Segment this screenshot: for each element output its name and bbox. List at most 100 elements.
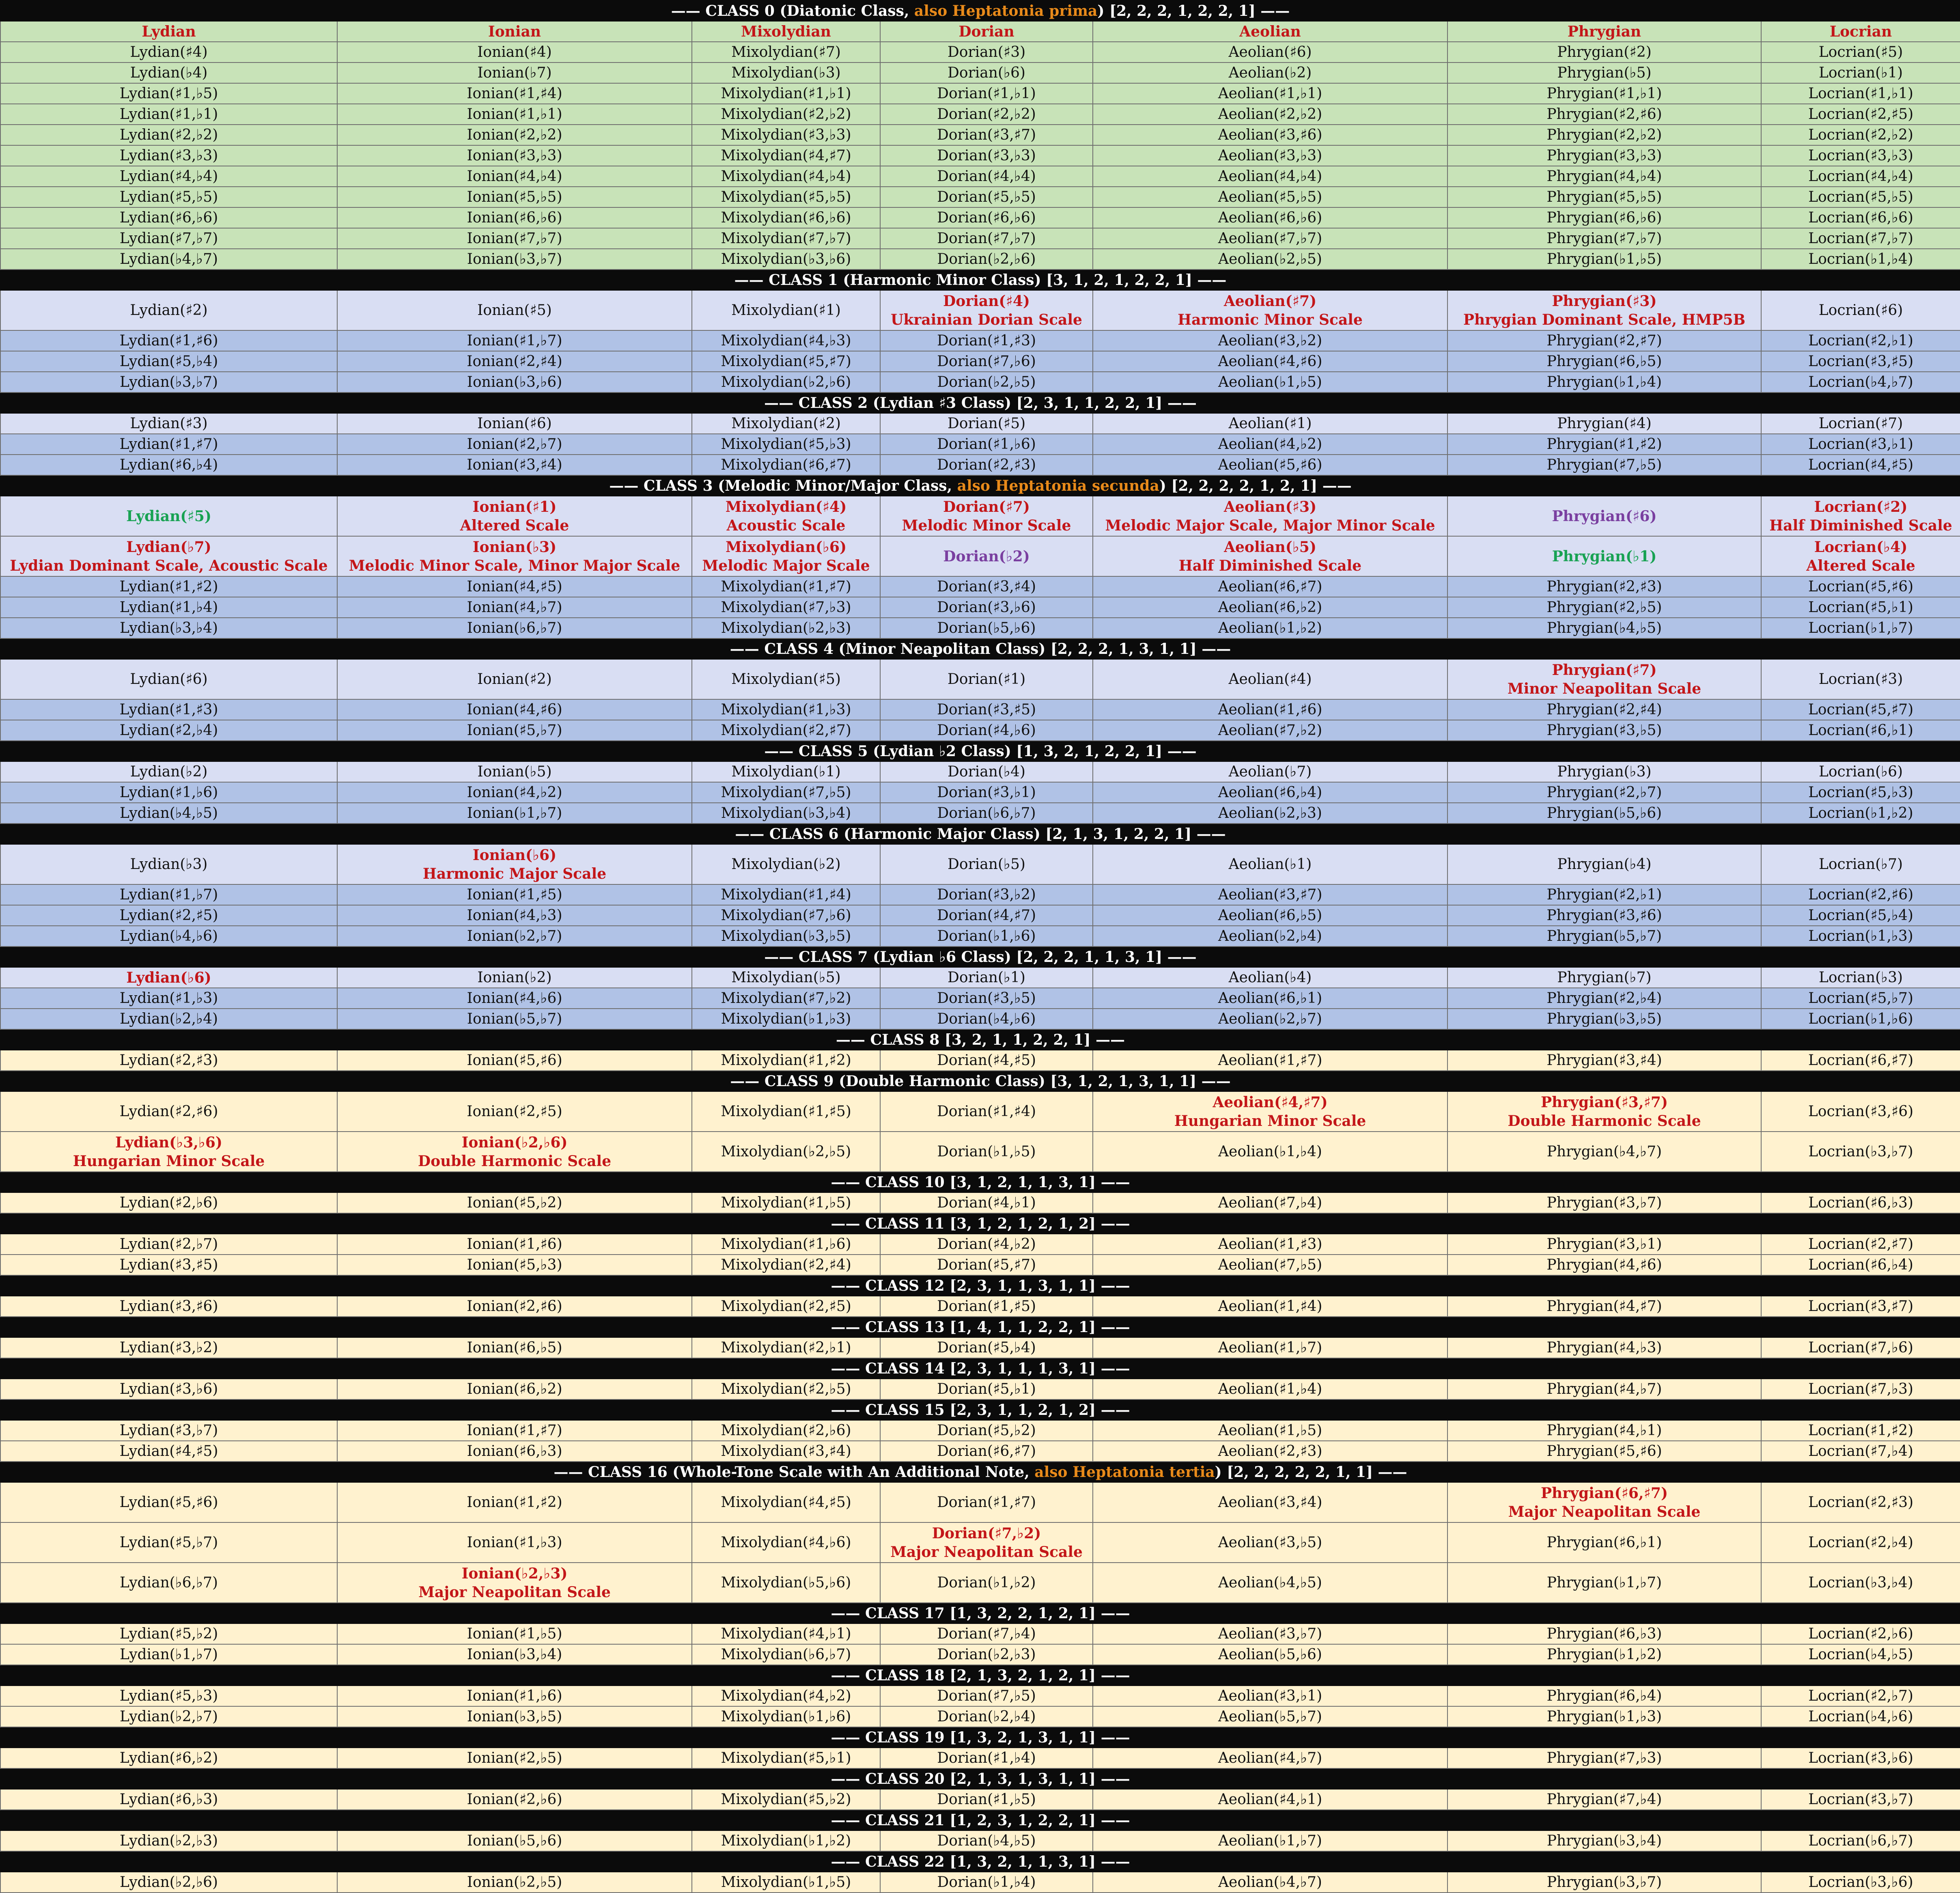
mode-cell: Locrian(♯5,♭3): [1760, 782, 1960, 803]
mode-cell: Locrian(♯2,♯3): [1760, 1482, 1960, 1523]
mode-cell: Lydian(♯5,♭2): [0, 1623, 338, 1645]
class-header-text: —— CLASS 15 [2, 3, 1, 1, 2, 1, 2] ——: [831, 1401, 1130, 1419]
class-header-row: —— CLASS 14 [2, 3, 1, 1, 1, 3, 1] ——: [0, 1358, 1960, 1379]
mode-cell: Locrian(♭7): [1760, 844, 1960, 885]
mode-cell: Ionian(♯6): [337, 413, 692, 434]
mode-cell: Phrygian(♯2,♯4): [1447, 699, 1762, 720]
class-header: —— CLASS 12 [2, 3, 1, 1, 3, 1, 1] ——: [0, 1275, 1960, 1296]
class-header-row: —— CLASS 8 [3, 2, 1, 1, 2, 2, 1] ——: [0, 1029, 1960, 1050]
mode-cell: Aeolian(♯5,♯6): [1092, 454, 1448, 476]
class-header-row: —— CLASS 16 (Whole-Tone Scale with An Ad…: [0, 1461, 1960, 1483]
mode-name: Aeolian(♯4,♯7): [1213, 1093, 1328, 1111]
mode-cell: Mixolydian(♭2,♭5): [691, 1131, 881, 1172]
mode-cell: Locrian(♭1,♭3): [1760, 925, 1960, 947]
mode-cell: Lydian(♭3): [0, 844, 338, 885]
class-header-text: —— CLASS 18 [2, 1, 3, 2, 1, 2, 1] ——: [831, 1667, 1130, 1684]
mode-cell: Lydian(♯3,♭7): [0, 1420, 338, 1441]
mode-cell: Phrygian(♯6,♭3): [1447, 1623, 1762, 1645]
mode-cell: Dorian(♯7,♭7): [880, 228, 1093, 249]
mode-cell: Dorian(♯3,♯4): [880, 576, 1093, 597]
mode-cell: Mixolydian(♯5,♭3): [691, 433, 881, 455]
mode-cell: Aeolian(♭5,♭6): [1092, 1644, 1448, 1665]
class-header-row: —— CLASS 4 (Minor Neapolitan Class) [2, …: [0, 638, 1960, 660]
mode-row: Lydian(♯5,♭4) Ionian(♯2,♯4) Mixolydian(♯5,…: [0, 351, 1960, 372]
mode-cell: Phrygian(♯7,♭7): [1447, 228, 1762, 249]
column-header-row: Lydian Ionian Mixolydian Dorian Aeolian Phryg…: [0, 21, 1960, 42]
mode-cell: Phrygian(♯4,♭7): [1447, 1378, 1762, 1400]
mode-cell: Mixolydian(♯2,♭1): [691, 1337, 881, 1358]
mode-cell: Mixolydian(♭1,♭6): [691, 1706, 881, 1727]
mode-cell: Ionian(♯2): [337, 659, 692, 700]
mode-cell: Phrygian(♯2): [1447, 41, 1762, 63]
mode-row: Lydian(♯2,♭6) Ionian(♯5,♭2) Mixolydian(♯1,…: [0, 1192, 1960, 1214]
mode-cell: Phrygian(♯6,♭5): [1447, 351, 1762, 372]
class-header-row: —— CLASS 12 [2, 3, 1, 1, 3, 1, 1] ——: [0, 1275, 1960, 1296]
class-header-row: —— CLASS 18 [2, 1, 3, 2, 1, 2, 1] ——: [0, 1664, 1960, 1686]
class-header-text: —— CLASS 19 [1, 3, 2, 1, 3, 1, 1] ——: [831, 1729, 1130, 1746]
mode-cell: Mixolydian(♭1,♭3): [691, 1008, 881, 1030]
class-header-alias: also Heptatonia prima: [914, 2, 1098, 19]
mode-cell: Mixolydian(♯4,♯7): [691, 145, 881, 166]
mode-cell: Lydian(♯5,♯6): [0, 1482, 338, 1523]
mode-cell: Phrygian(♯3,♯4): [1447, 1050, 1762, 1071]
mode-cell: Dorian(♭1,♭2): [880, 1562, 1093, 1603]
mode-cell: Dorian(♭2): [880, 536, 1093, 577]
mode-cell: Phrygian(♯2,♭4): [1447, 987, 1762, 1009]
mode-cell: Locrian(♯5,♭4): [1760, 905, 1960, 926]
mode-cell: Ionian(♭2): [337, 967, 692, 988]
mode-cell: Phrygian(♭3): [1447, 761, 1762, 783]
mode-cell: Aeolian(♯4,♯6): [1092, 351, 1448, 372]
mode-cell: Lydian(♭3,♭7): [0, 371, 338, 393]
mode-cell: Aeolian(♭4,♭5): [1092, 1562, 1448, 1603]
mode-cell: Lydian(♯2,♭4): [0, 720, 338, 741]
class-header-text: —— CLASS 21 [1, 2, 3, 1, 2, 2, 1] ——: [831, 1811, 1130, 1829]
class-header: —— CLASS 4 (Minor Neapolitan Class) [2, …: [0, 638, 1960, 660]
mode-row: Lydian(♯3,♯5) Ionian(♯5,♭3) Mixolydian(♯2,…: [0, 1254, 1960, 1276]
mode-cell: Lydian(♯4,♯5): [0, 1440, 338, 1462]
class-header: —— CLASS 20 [2, 1, 3, 1, 3, 1, 1] ——: [0, 1768, 1960, 1790]
class-header: —— CLASS 17 [1, 3, 2, 2, 1, 2, 1] ——: [0, 1602, 1960, 1624]
scale-name: Half Diminished Scale: [1178, 557, 1362, 574]
mode-cell: Ionian(♯3,♯4): [337, 454, 692, 476]
mode-cell: Aeolian(♯6,♭2): [1092, 597, 1448, 618]
mode-cell: Aeolian(♯1,♭7): [1092, 1337, 1448, 1358]
mode-cell: Lydian(♯1,♯3): [0, 699, 338, 720]
mode-row: Lydian(♯6) Ionian(♯2) Mixolydian(♯5) Dorian…: [0, 659, 1960, 700]
mode-row: Lydian(♯5,♭3) Ionian(♯1,♭6) Mixolydian(♯4,…: [0, 1685, 1960, 1707]
mode-name: Phrygian(♯7): [1552, 661, 1657, 679]
mode-cell: Ionian(♯4,♯6): [337, 699, 692, 720]
mode-row: Lydian(♯6,♭6) Ionian(♯6,♭6) Mixolydian(♯6,…: [0, 207, 1960, 229]
mode-row: Lydian(♯2,♯3) Ionian(♯5,♯6) Mixolydian(♯1,…: [0, 1050, 1960, 1071]
mode-cell: Lydian(♭3,♭6) Hungarian Minor Scale: [0, 1131, 338, 1172]
mode-cell: Lydian(♯1,♭5): [0, 83, 338, 104]
mode-cell: Lydian(♯6): [0, 659, 338, 700]
mode-cell: Mixolydian(♯2,♯4): [691, 1254, 881, 1276]
mode-cell: Aeolian(♯7,♭5): [1092, 1254, 1448, 1276]
mode-name: Mixolydian(♭6): [725, 538, 847, 556]
mode-cell: Aeolian(♯6,♭5): [1092, 905, 1448, 926]
mode-cell: Dorian(♯1,♭5): [880, 1789, 1093, 1810]
mode-cell: Aeolian(♯3,♭7): [1092, 1623, 1448, 1645]
mode-cell: Lydian(♯1,♯2): [0, 576, 338, 597]
mode-cell: Lydian(♯3,♭6): [0, 1378, 338, 1400]
class-header-row: —— CLASS 19 [1, 3, 2, 1, 3, 1, 1] ——: [0, 1727, 1960, 1748]
class-header-alias: also Heptatonia secunda: [957, 477, 1159, 494]
mode-cell: Locrian(♭4) Altered Scale: [1760, 536, 1960, 577]
mode-cell: Phrygian(♯2,♭5): [1447, 597, 1762, 618]
mode-cell: Lydian(♯2,♯3): [0, 1050, 338, 1071]
class-header-text: —— CLASS 20 [2, 1, 3, 1, 3, 1, 1] ——: [831, 1770, 1130, 1787]
mode-cell: Locrian(♯6,♯7): [1760, 1050, 1960, 1071]
mode-cell: Ionian(♭3,♭6): [337, 371, 692, 393]
class-header-text: —— CLASS 0 (Diatonic Class,: [671, 2, 914, 19]
mode-row: Lydian(♭2,♭6) Ionian(♭2,♭5) Mixolydian(♭1,…: [0, 1871, 1960, 1893]
mode-cell: Aeolian(♭5,♭7): [1092, 1706, 1448, 1727]
column-header: Lydian: [0, 21, 338, 42]
mode-cell: Dorian(♯5,♭1): [880, 1378, 1093, 1400]
class-header-row: —— CLASS 10 [3, 1, 2, 1, 1, 3, 1] ——: [0, 1171, 1960, 1193]
mode-cell: Mixolydian(♯2,♭6): [691, 1420, 881, 1441]
mode-cell: Ionian(♯1) Altered Scale: [337, 496, 692, 537]
class-header-intervals: ) [2, 2, 2, 1, 2, 2, 1] ——: [1097, 2, 1290, 19]
mode-name: Aeolian(♯7): [1223, 292, 1317, 310]
mode-row: Lydian(♭3) Ionian(♭6) Harmonic Major Scale…: [0, 844, 1960, 885]
mode-cell: Dorian(♯7,♭4): [880, 1623, 1093, 1645]
